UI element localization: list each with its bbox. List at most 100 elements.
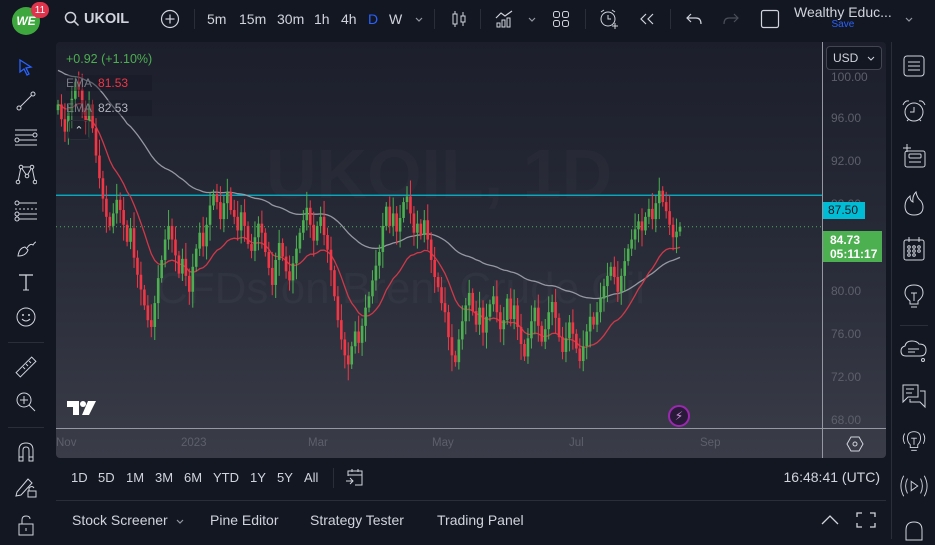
- trend-line-tool[interactable]: [13, 88, 39, 114]
- replay-button[interactable]: [638, 0, 656, 38]
- emoji-tool[interactable]: [13, 304, 39, 330]
- streams-button[interactable]: [900, 472, 928, 500]
- interval-1h[interactable]: 1h: [314, 11, 330, 27]
- candle-body: [671, 224, 675, 238]
- interval-dropdown[interactable]: [414, 0, 424, 38]
- time-axis[interactable]: Nov 2023 Mar May Jul Sep: [56, 428, 886, 458]
- legend-collapse-button[interactable]: ⌃: [68, 120, 90, 140]
- zoom-tool[interactable]: [13, 389, 39, 415]
- brush-tool[interactable]: [13, 235, 39, 261]
- range-5d[interactable]: 5D: [98, 469, 115, 485]
- compare-symbol-button[interactable]: [160, 0, 180, 38]
- minds-button[interactable]: [900, 337, 928, 365]
- ema-legend-1[interactable]: EMA 81.53: [66, 75, 153, 91]
- range-ytd[interactable]: YTD: [213, 469, 239, 485]
- tab-trading-panel[interactable]: Trading Panel: [437, 512, 524, 528]
- candlestick-chart[interactable]: [56, 42, 822, 428]
- candle-body: [219, 202, 222, 220]
- candle-body: [440, 287, 443, 304]
- utc-clock[interactable]: 16:48:41 (UTC): [783, 469, 880, 485]
- watchlist-button[interactable]: [900, 52, 928, 80]
- tab-stock-screener[interactable]: Stock Screener: [72, 512, 168, 528]
- candle-body: [481, 307, 485, 333]
- range-3m[interactable]: 3M: [155, 469, 174, 485]
- ideas-button[interactable]: [900, 282, 928, 310]
- undo-button[interactable]: [685, 0, 703, 38]
- layout-grid-button[interactable]: [552, 0, 570, 38]
- tradingview-logo[interactable]: [66, 399, 100, 423]
- tab-strategy-tester[interactable]: Strategy Tester: [310, 512, 404, 528]
- interval-5m[interactable]: 5m: [207, 11, 227, 27]
- layout-name-button[interactable]: Wealthy Educ... Save: [794, 4, 892, 30]
- candle-body: [122, 210, 125, 225]
- candle-body: [315, 225, 319, 241]
- lock-drawings-tool[interactable]: [13, 474, 39, 500]
- candle-body: [485, 316, 488, 333]
- interval-30m[interactable]: 30m: [277, 11, 305, 27]
- range-1d[interactable]: 1D: [71, 469, 88, 485]
- range-6m[interactable]: 6M: [184, 469, 203, 485]
- object-tree-button[interactable]: [900, 142, 928, 170]
- text-tool[interactable]: [13, 269, 39, 295]
- broadcasts-button[interactable]: [900, 427, 928, 455]
- drawing-toolbar: [0, 42, 52, 539]
- calendar-button[interactable]: [900, 235, 928, 263]
- candle-body: [626, 248, 630, 262]
- magnet-tool[interactable]: [13, 439, 39, 465]
- candle-body: [208, 205, 212, 225]
- pattern-tool[interactable]: [13, 161, 39, 187]
- layout-dropdown[interactable]: [904, 0, 914, 38]
- fib-tool[interactable]: [13, 198, 39, 224]
- measure-tool[interactable]: [13, 354, 39, 380]
- interval-w[interactable]: W: [389, 11, 403, 27]
- chart-settings-button[interactable]: [846, 435, 864, 458]
- candle-body: [478, 307, 481, 325]
- pattern-icon: [15, 164, 37, 185]
- hotlists-button[interactable]: [900, 190, 928, 218]
- candle-body: [267, 252, 271, 268]
- alerts-button[interactable]: [900, 97, 928, 125]
- indicators-dropdown[interactable]: [527, 0, 537, 38]
- zoom-in-icon: [16, 392, 36, 412]
- candle-body: [595, 312, 599, 325]
- candle-body: [588, 316, 592, 332]
- time-label: Sep: [700, 437, 721, 449]
- chevron-down-icon[interactable]: [175, 516, 185, 526]
- candle-body: [257, 223, 260, 238]
- chats-button[interactable]: [900, 382, 928, 410]
- maximize-panel-icon[interactable]: [856, 511, 876, 529]
- chat-bubbles-icon: [902, 384, 926, 409]
- save-button[interactable]: Save: [831, 19, 855, 30]
- candle-body: [557, 317, 561, 338]
- horizontal-lines-tool[interactable]: [13, 125, 39, 151]
- range-1y[interactable]: 1Y: [250, 469, 266, 485]
- notifications-button[interactable]: [900, 517, 928, 545]
- range-1m[interactable]: 1M: [126, 469, 145, 485]
- range-all[interactable]: All: [304, 469, 319, 485]
- indicators-button[interactable]: [494, 0, 516, 38]
- symbol-search-button[interactable]: UKOIL: [64, 0, 129, 38]
- time-label: 2023: [181, 437, 207, 449]
- go-to-date-button[interactable]: [345, 467, 365, 492]
- interval-4h[interactable]: 4h: [341, 11, 357, 27]
- ema-legend-2[interactable]: EMA 82.53: [66, 100, 153, 116]
- interval-d[interactable]: D: [368, 11, 379, 27]
- lightning-button[interactable]: ⚡: [668, 405, 690, 427]
- redo-button[interactable]: [722, 0, 740, 38]
- chart-pane[interactable]: UKOIL, 1D CFDs on Brent Crude Oil +0.92 …: [56, 42, 886, 458]
- tab-pine-editor[interactable]: Pine Editor: [210, 512, 279, 528]
- top-toolbar: WE 11 UKOIL 5m 15m 30m 1h 4h D W: [0, 0, 935, 38]
- create-alert-button[interactable]: [598, 0, 620, 38]
- fib-retracement-icon: [14, 200, 37, 222]
- cursor-tool[interactable]: [13, 54, 39, 80]
- indicators-icon: [495, 10, 513, 28]
- currency-select[interactable]: USD: [826, 46, 882, 70]
- interval-15m[interactable]: 15m: [239, 11, 267, 27]
- fullscreen-toggle-button[interactable]: [760, 0, 780, 38]
- candle-body: [554, 301, 557, 318]
- chart-type-button[interactable]: [449, 0, 469, 38]
- lock-all-tool[interactable]: [13, 512, 39, 538]
- price-label: 92.00: [831, 154, 862, 168]
- chevron-up-icon[interactable]: [820, 513, 840, 527]
- range-5y[interactable]: 5Y: [277, 469, 293, 485]
